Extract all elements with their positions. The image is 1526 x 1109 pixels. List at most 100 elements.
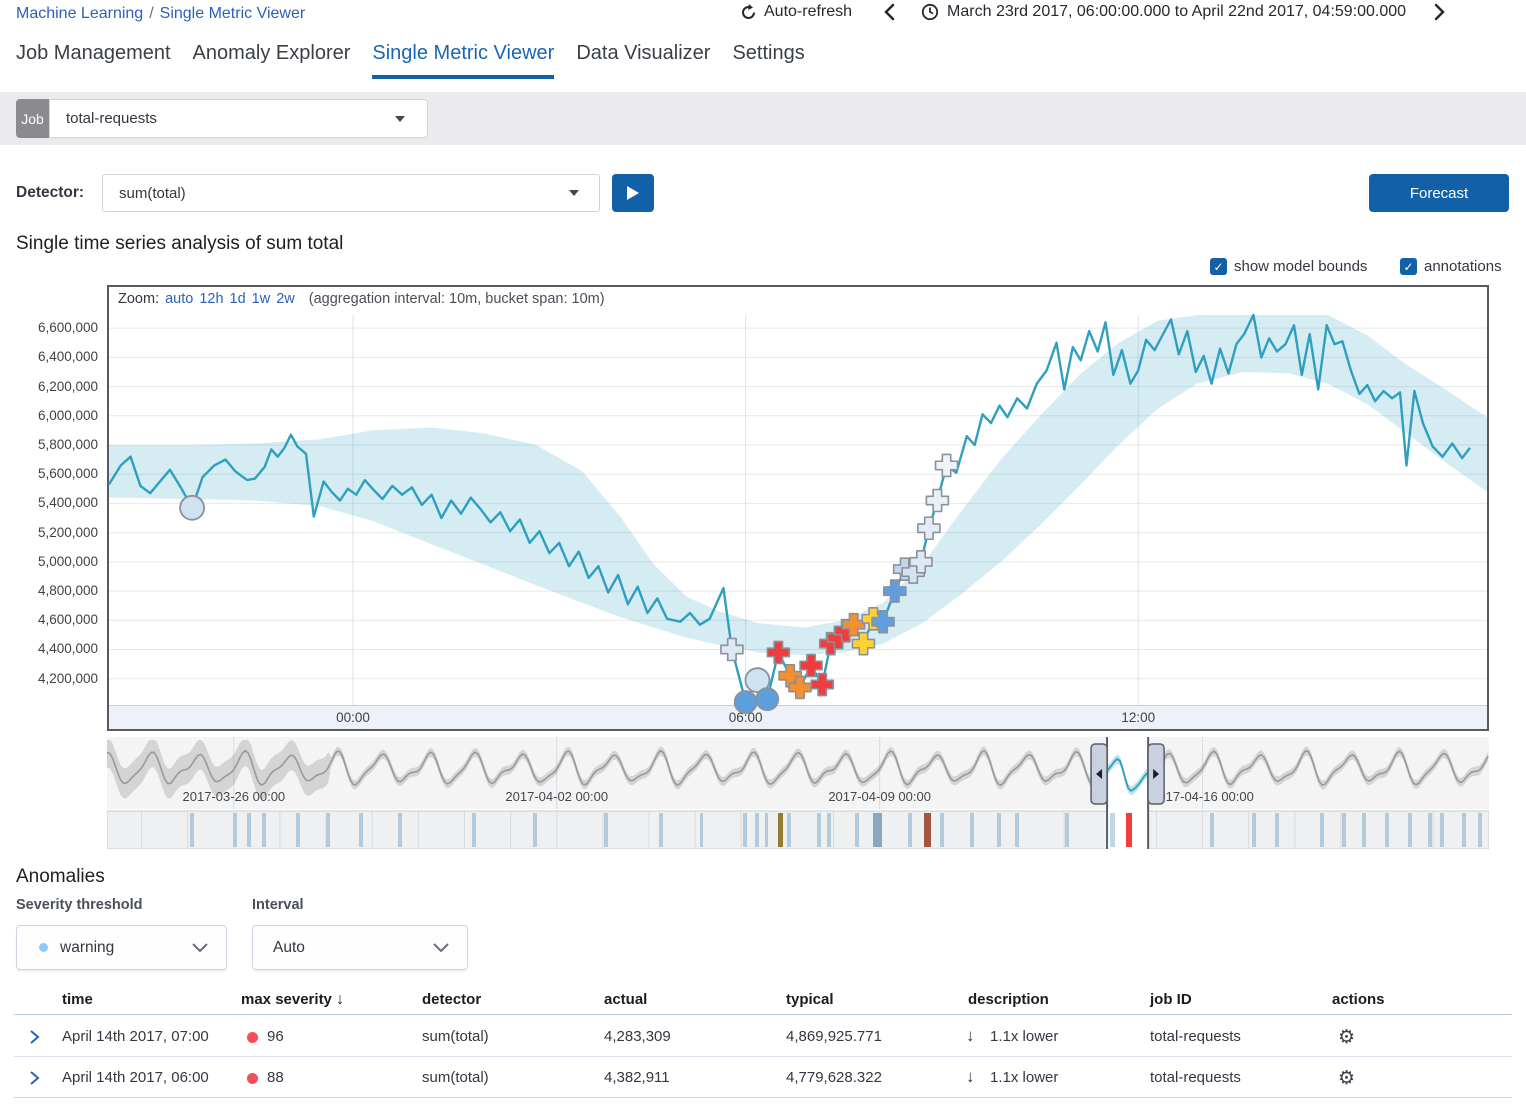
annotation-tick[interactable] bbox=[908, 813, 912, 847]
tab-data-visualizer[interactable]: Data Visualizer bbox=[576, 42, 711, 64]
annotation-tick[interactable] bbox=[1015, 813, 1019, 847]
annotation-tick[interactable] bbox=[1110, 813, 1115, 847]
severity-threshold-select[interactable]: warning bbox=[16, 925, 227, 970]
annotation-tick[interactable] bbox=[787, 813, 791, 847]
annotation-tick[interactable] bbox=[1462, 813, 1466, 847]
annotation-tick[interactable] bbox=[1126, 813, 1132, 847]
annotation-tick[interactable] bbox=[472, 813, 476, 847]
anomaly-marker-circle[interactable] bbox=[744, 667, 771, 694]
expand-row-button[interactable] bbox=[28, 1029, 40, 1045]
anomaly-marker-cross[interactable] bbox=[934, 453, 959, 478]
tab-job-management[interactable]: Job Management bbox=[16, 42, 171, 64]
model-bounds-toggle[interactable]: ✓ show model bounds bbox=[1210, 258, 1367, 275]
col-header-description[interactable]: description bbox=[968, 991, 1049, 1008]
anomaly-marker-circle[interactable] bbox=[755, 687, 780, 712]
annotation-tick[interactable] bbox=[1478, 813, 1482, 847]
anomaly-marker-cross[interactable] bbox=[851, 631, 876, 656]
annotation-tick[interactable] bbox=[1362, 813, 1366, 847]
annotation-tick[interactable] bbox=[817, 813, 821, 847]
annotation-tick[interactable] bbox=[970, 813, 974, 847]
tab-single-metric-viewer[interactable]: Single Metric Viewer bbox=[372, 42, 555, 79]
anomaly-marker-cross[interactable] bbox=[799, 653, 823, 678]
zoom-link-12h[interactable]: 12h bbox=[199, 291, 224, 307]
tab-settings[interactable]: Settings bbox=[732, 42, 805, 64]
annotation-tick[interactable] bbox=[1065, 813, 1069, 847]
zoom-link-2w[interactable]: 2w bbox=[276, 291, 295, 307]
page-title: Single time series analysis of sum total bbox=[16, 233, 344, 254]
col-header-typical[interactable]: typical bbox=[786, 991, 834, 1008]
zoom-link-auto[interactable]: auto bbox=[165, 291, 194, 307]
anomaly-marker-cross[interactable] bbox=[720, 637, 744, 662]
annotation-tick[interactable] bbox=[262, 813, 266, 847]
annotation-tick[interactable] bbox=[533, 813, 537, 847]
anomaly-marker-circle[interactable] bbox=[179, 494, 205, 521]
zoom-link-1d[interactable]: 1d bbox=[229, 291, 246, 307]
annotation-tick[interactable] bbox=[1320, 813, 1324, 847]
annotation-tick[interactable] bbox=[827, 813, 831, 847]
interval-select[interactable]: Auto bbox=[252, 925, 468, 970]
annotation-tick[interactable] bbox=[743, 813, 747, 847]
annotation-tick[interactable] bbox=[604, 813, 608, 847]
annotations-toggle[interactable]: ✓ annotations bbox=[1400, 258, 1502, 275]
detector-select[interactable]: sum(total) bbox=[102, 174, 600, 212]
anomaly-marker-cross[interactable] bbox=[909, 550, 933, 574]
col-header-max-severity[interactable]: max severity ↓ bbox=[241, 991, 345, 1008]
anomaly-marker-circle[interactable] bbox=[733, 690, 758, 714]
annotation-tick[interactable] bbox=[1440, 813, 1444, 847]
annotation-tick[interactable] bbox=[1342, 813, 1346, 847]
auto-refresh-button[interactable]: Auto-refresh bbox=[740, 3, 852, 21]
breadcrumb-single-metric-viewer[interactable]: Single Metric Viewer bbox=[159, 5, 306, 22]
annotation-tick[interactable] bbox=[924, 813, 931, 847]
play-button[interactable] bbox=[612, 174, 654, 212]
row-actions-gear-icon[interactable]: ⚙ bbox=[1338, 1027, 1356, 1048]
anomaly-marker-cross[interactable] bbox=[766, 640, 791, 665]
annotation-tick[interactable] bbox=[765, 813, 768, 847]
annotation-tick[interactable] bbox=[940, 813, 944, 847]
annotation-tick[interactable] bbox=[700, 813, 703, 847]
annotation-tick[interactable] bbox=[855, 813, 859, 847]
annotation-tick[interactable] bbox=[1275, 813, 1279, 847]
annotation-tick[interactable] bbox=[659, 813, 663, 847]
row-actions-gear-icon[interactable]: ⚙ bbox=[1338, 1068, 1356, 1089]
col-header-detector[interactable]: detector bbox=[422, 991, 482, 1008]
anomaly-marker-cross[interactable] bbox=[810, 672, 835, 697]
annotation-tick[interactable] bbox=[755, 813, 759, 847]
expand-row-button[interactable] bbox=[28, 1070, 40, 1086]
anomaly-marker-cross[interactable] bbox=[871, 609, 895, 634]
checkbox-checked-icon[interactable]: ✓ bbox=[1400, 258, 1417, 275]
forecast-button[interactable]: Forecast bbox=[1369, 174, 1509, 212]
time-range-picker[interactable]: March 23rd 2017, 06:00:00.000 to April 2… bbox=[921, 3, 1406, 21]
annotation-tick[interactable] bbox=[778, 813, 783, 847]
anomaly-marker-cross[interactable] bbox=[917, 516, 941, 541]
col-header-time[interactable]: time bbox=[62, 991, 93, 1008]
checkbox-checked-icon[interactable]: ✓ bbox=[1210, 258, 1227, 275]
col-header-job-id[interactable]: job ID bbox=[1150, 991, 1192, 1008]
tab-anomaly-explorer[interactable]: Anomaly Explorer bbox=[192, 42, 351, 64]
annotation-tick[interactable] bbox=[190, 813, 194, 847]
breadcrumb-machine-learning[interactable]: Machine Learning bbox=[16, 5, 144, 22]
annotation-tick[interactable] bbox=[1210, 813, 1214, 847]
col-header-actual[interactable]: actual bbox=[604, 991, 648, 1008]
anomaly-marker-cross[interactable] bbox=[925, 488, 950, 513]
annotation-tick[interactable] bbox=[997, 813, 1001, 847]
annotation-tick[interactable] bbox=[359, 813, 363, 847]
anomaly-marker-cross[interactable] bbox=[788, 675, 812, 700]
time-back-button[interactable] bbox=[884, 3, 895, 21]
zoom-link-1w[interactable]: 1w bbox=[251, 291, 271, 307]
job-select[interactable]: total-requests bbox=[49, 99, 428, 138]
annotation-tick[interactable] bbox=[873, 813, 882, 847]
annotation-tick[interactable] bbox=[233, 813, 237, 847]
annotation-tick[interactable] bbox=[326, 813, 330, 847]
main-chart-svg[interactable] bbox=[107, 313, 1487, 714]
annotation-tick[interactable] bbox=[1408, 813, 1412, 847]
context-chart-svg[interactable]: 2017-03-26 00:00 2017-04-02 00:00 2017-04-… bbox=[107, 737, 1489, 849]
annotation-tick[interactable] bbox=[1385, 813, 1389, 847]
annotation-tick[interactable] bbox=[1428, 813, 1432, 847]
anomaly-marker-cross[interactable] bbox=[883, 579, 907, 603]
annotation-tick[interactable] bbox=[296, 813, 300, 847]
annotation-tick[interactable] bbox=[247, 813, 251, 847]
annotation-tick[interactable] bbox=[398, 813, 402, 847]
annotation-tick[interactable] bbox=[1252, 813, 1256, 847]
anomaly-marker-cross[interactable] bbox=[841, 612, 866, 637]
time-forward-button[interactable] bbox=[1434, 3, 1445, 21]
